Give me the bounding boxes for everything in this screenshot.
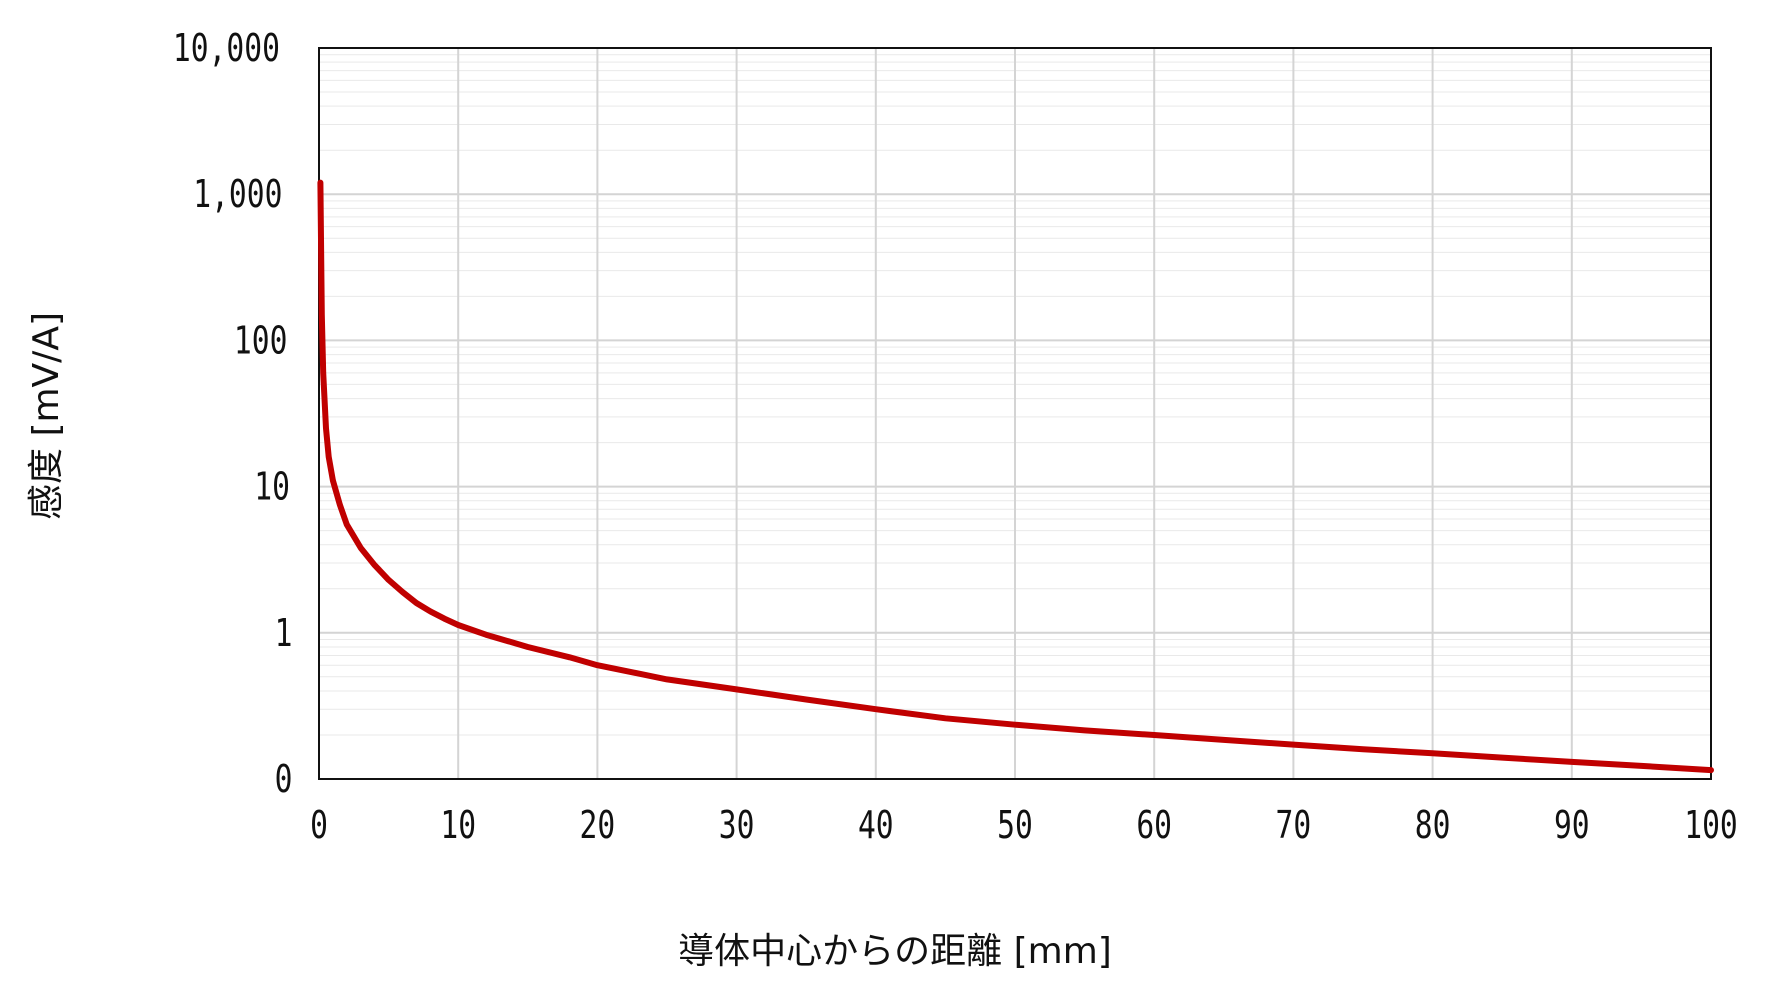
x-tick-label: 60 — [1136, 803, 1172, 848]
plot-area — [318, 47, 1712, 780]
y-axis-title: 感度 [mV/A] — [26, 312, 67, 520]
x-tick-label: 70 — [1276, 803, 1312, 848]
x-axis-tick-labels: 0 10 20 30 40 50 60 70 80 90 100 — [310, 803, 1738, 848]
x-tick-label: 30 — [719, 803, 755, 848]
x-tick-label: 100 — [1684, 803, 1738, 848]
x-tick-label: 10 — [440, 803, 476, 848]
x-tick-label: 80 — [1415, 803, 1451, 848]
x-tick-label: 50 — [997, 803, 1033, 848]
x-tick-label: 40 — [858, 803, 894, 848]
y-tick-label: 100 — [234, 319, 288, 364]
x-tick-label: 90 — [1554, 803, 1590, 848]
y-tick-label: 10,000 — [173, 26, 280, 71]
x-tick-label: 20 — [580, 803, 616, 848]
y-tick-label: 1 — [275, 611, 293, 656]
y-axis-tick-labels: 0 1 10 100 1,000 10,000 — [173, 26, 293, 802]
y-tick-label: 10 — [254, 465, 290, 510]
series-line — [317, 179, 1714, 774]
grid — [318, 47, 1712, 780]
y-tick-label: 0 — [275, 757, 293, 802]
x-axis-title: 導体中心からの距離 [mm] — [678, 931, 1112, 972]
y-tick-label: 1,000 — [193, 173, 282, 218]
x-tick-label: 0 — [310, 803, 328, 848]
